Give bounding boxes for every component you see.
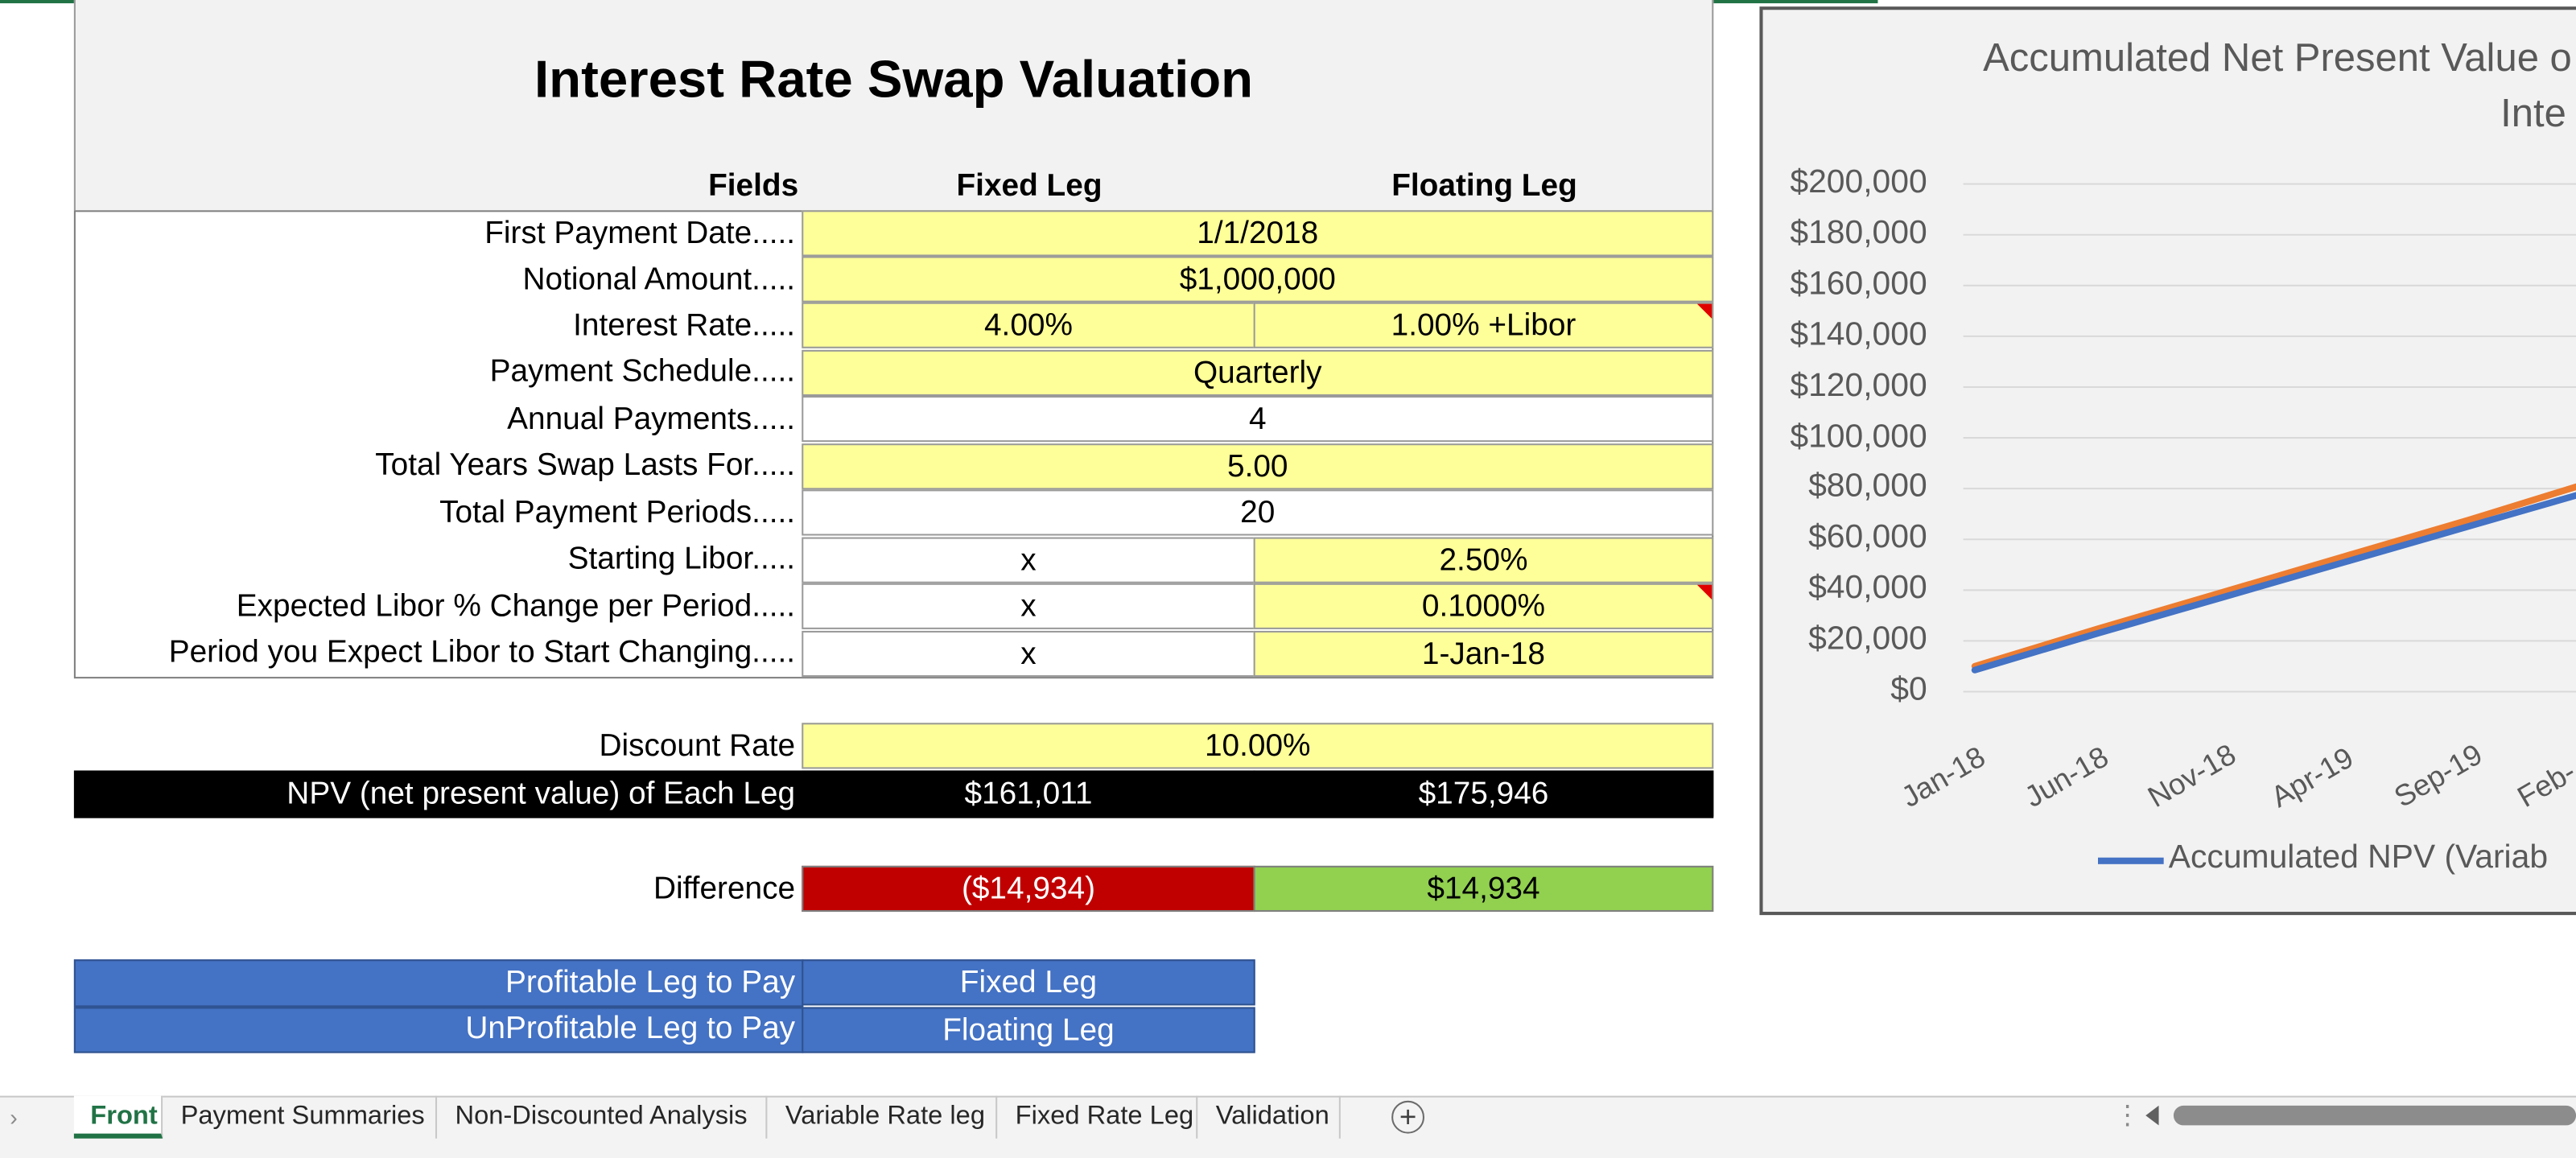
legend-swatch-variable xyxy=(2097,857,2164,864)
cell-discount-rate[interactable]: 10.00% xyxy=(802,723,1714,769)
cell-period-libor-start-fixed[interactable]: x xyxy=(802,630,1255,678)
chart-series-line-fixed[interactable] xyxy=(1971,482,2576,670)
chart-y-tick-label: $40,000 xyxy=(1808,570,1927,607)
plus-circle-icon[interactable]: + xyxy=(1391,1100,1424,1134)
chart-title-line2: Inte xyxy=(2500,92,2566,137)
cell-npv-fixed[interactable]: $161,011 xyxy=(802,770,1255,817)
header-floating-leg: Floating Leg xyxy=(1391,169,1577,204)
tab-payment-summaries[interactable]: Payment Summaries xyxy=(164,1095,438,1139)
comment-indicator[interactable] xyxy=(1696,584,1713,600)
chart-y-tick-label: $20,000 xyxy=(1808,620,1927,657)
unprofitable-label-box xyxy=(73,1007,804,1053)
cell-difference-fixed[interactable]: ($14,934) xyxy=(802,865,1255,913)
cell-interest-rate-fixed[interactable]: 4.00% xyxy=(802,302,1255,348)
tab-validation[interactable]: Validation xyxy=(1199,1095,1341,1139)
splitter-handle-icon[interactable]: ⋮ xyxy=(2114,1102,2141,1131)
label-npv: NPV (net present value) of Each Leg xyxy=(286,777,796,812)
label-period-libor-start: Period you Expect Libor to Start Changin… xyxy=(168,636,796,670)
comment-indicator[interactable] xyxy=(1696,303,1713,319)
cell-annual-payments[interactable]: 4 xyxy=(802,396,1714,443)
label-annual-payments: Annual Payments..... xyxy=(507,402,796,438)
chart-y-tick-label: $120,000 xyxy=(1790,367,1927,404)
chart-y-tick-label: $0 xyxy=(1890,671,1927,708)
tab-front[interactable]: Front xyxy=(73,1095,163,1139)
chart-y-tick-label: $140,000 xyxy=(1790,316,1927,353)
label-interest-rate: Interest Rate..... xyxy=(573,308,796,344)
cell-expected-libor-change-fixed[interactable]: x xyxy=(802,583,1255,629)
chart-series-line-variable[interactable] xyxy=(1971,491,2576,674)
label-starting-libor: Starting Libor..... xyxy=(567,542,796,577)
cell-npv-floating[interactable]: $175,946 xyxy=(1253,770,1714,817)
label-unprofitable-leg: UnProfitable Leg to Pay xyxy=(465,1012,796,1047)
cell-profitable-leg[interactable]: Fixed Leg xyxy=(802,959,1255,1006)
tab-fixed-rate-leg[interactable]: Fixed Rate Leg xyxy=(999,1095,1198,1139)
label-profitable-leg: Profitable Leg to Pay xyxy=(505,966,796,1001)
label-notional-amount: Notional Amount..... xyxy=(522,262,796,298)
tab-variable-rate-leg[interactable]: Variable Rate leg xyxy=(769,1095,998,1139)
cell-unprofitable-leg[interactable]: Floating Leg xyxy=(802,1007,1255,1053)
chart-y-tick-label: $180,000 xyxy=(1790,215,1927,252)
label-total-years: Total Years Swap Lasts For..... xyxy=(375,448,796,484)
cell-expected-libor-change-floating[interactable]: 0.1000% xyxy=(1253,583,1714,629)
cell-notional-amount[interactable]: $1,000,000 xyxy=(802,256,1714,303)
horizontal-scrollbar-thumb[interactable] xyxy=(2173,1105,2576,1126)
label-discount-rate: Discount Rate xyxy=(599,729,796,764)
npv-chart[interactable] xyxy=(1759,6,2576,916)
title-panel xyxy=(73,0,1714,211)
chart-y-tick-label: $200,000 xyxy=(1790,164,1927,201)
label-total-payment-periods: Total Payment Periods..... xyxy=(439,496,796,531)
tab-scroll-right-icon[interactable]: › xyxy=(10,1103,18,1131)
header-fields: Fields xyxy=(708,169,799,204)
profitable-label-box xyxy=(73,959,804,1008)
label-expected-libor-change: Expected Libor % Change per Period..... xyxy=(236,589,796,624)
cell-interest-rate-floating[interactable]: 1.00% +Libor xyxy=(1253,302,1714,348)
npv-row xyxy=(73,770,1714,818)
scroll-left-arrow-icon[interactable] xyxy=(2145,1105,2159,1126)
tab-non-discounted-analysis[interactable]: Non-Discounted Analysis xyxy=(439,1095,768,1139)
legend-label-variable: Accumulated NPV (Variab xyxy=(2168,839,2549,876)
cell-period-libor-start-floating[interactable]: 1-Jan-18 xyxy=(1253,630,1714,678)
chart-title-line1: Accumulated Net Present Value o xyxy=(1983,35,2572,81)
chart-plot-area xyxy=(1963,183,2576,693)
cell-total-years[interactable]: 5.00 xyxy=(802,443,1714,490)
cell-difference-floating[interactable]: $14,934 xyxy=(1253,865,1714,913)
chart-y-tick-label: $60,000 xyxy=(1808,519,1927,556)
label-difference: Difference xyxy=(653,872,796,907)
chart-y-tick-label: $100,000 xyxy=(1790,418,1927,455)
sheet-title: Interest Rate Swap Valuation xyxy=(534,49,1254,109)
chart-y-tick-label: $160,000 xyxy=(1790,266,1927,303)
cell-first-payment-date[interactable]: 1/1/2018 xyxy=(802,210,1714,257)
chart-y-tick-label: $80,000 xyxy=(1808,468,1927,505)
label-payment-schedule: Payment Schedule..... xyxy=(489,354,796,389)
cell-starting-libor-fixed[interactable]: x xyxy=(802,537,1255,583)
label-first-payment-date: First Payment Date..... xyxy=(484,216,796,252)
cell-total-payment-periods[interactable]: 20 xyxy=(802,489,1714,536)
cell-starting-libor-floating[interactable]: 2.50% xyxy=(1253,537,1714,583)
cell-payment-schedule[interactable]: Quarterly xyxy=(802,349,1714,397)
header-fixed-leg: Fixed Leg xyxy=(956,169,1103,204)
